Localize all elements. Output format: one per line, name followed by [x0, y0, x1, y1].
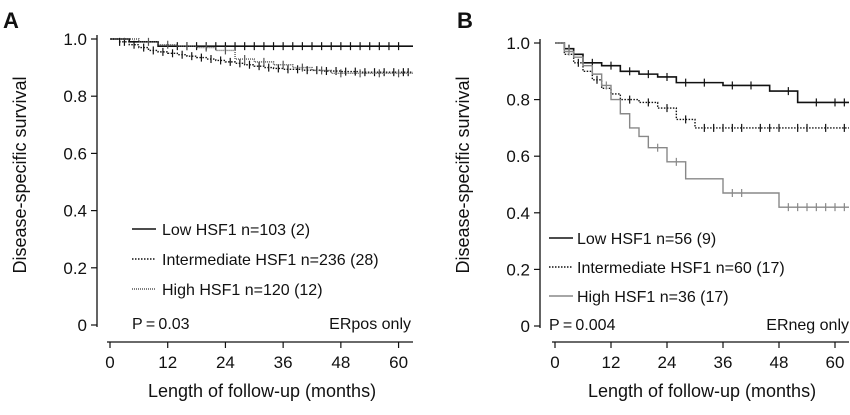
panel-a-xlabel: Length of follow-up (months) [148, 381, 376, 401]
x-tick-label: 24 [216, 353, 235, 372]
y-tick-label: 0.6 [63, 144, 87, 163]
survival-curve-series-1 [555, 42, 849, 129]
y-tick-label: 1.0 [63, 30, 87, 49]
panel-a-legend: Low HSF1 n=103 (2) Intermediate HSF1 n=2… [132, 222, 379, 299]
x-tick-label: 48 [770, 353, 789, 372]
y-tick-label: 0.4 [506, 204, 530, 223]
panel-b-pvalue: P = 0.004 [549, 317, 616, 334]
x-tick-label: 0 [105, 353, 114, 372]
y-tick-label: 1.0 [506, 34, 530, 53]
panel-b-ylabel: Disease-specific survival [453, 76, 473, 273]
y-tick-label: 0.6 [506, 147, 530, 166]
x-tick-label: 0 [550, 353, 559, 372]
panel-b-legend: Low HSF1 n=56 (9) Intermediate HSF1 n=60… [549, 231, 785, 306]
y-tick-label: 0.8 [63, 87, 87, 106]
x-tick-label: 60 [826, 353, 845, 372]
legend-b-label-2: High HSF1 n=36 (17) [577, 289, 729, 306]
panel-b-xlabel: Length of follow-up (months) [588, 381, 816, 401]
y-tick-label: 0.8 [506, 91, 530, 110]
panel-b: B Disease-specific survival Length of fo… [453, 8, 849, 401]
panel-b-letter: B [457, 8, 473, 33]
x-tick-label: 36 [274, 353, 293, 372]
y-tick-label: 0 [521, 317, 530, 336]
legend-a-label-2: High HSF1 n=120 (12) [162, 282, 323, 299]
survival-curve-series-2 [555, 42, 849, 208]
x-tick-label: 24 [658, 353, 677, 372]
panel-a-ylabel: Disease-specific survival [10, 76, 30, 273]
panel-a-letter: A [3, 8, 19, 33]
legend-a-label-1: Intermediate HSF1 n=236 (28) [162, 252, 379, 269]
survival-curve-series-1 [110, 38, 413, 73]
y-tick-label: 0.2 [63, 259, 87, 278]
legend-b-label-1: Intermediate HSF1 n=60 (17) [577, 260, 785, 277]
x-tick-label: 48 [331, 353, 350, 372]
legend-a-label-0: Low HSF1 n=103 (2) [162, 222, 310, 239]
x-tick-label: 12 [158, 353, 177, 372]
y-tick-label: 0 [78, 316, 87, 335]
x-tick-label: 60 [389, 353, 408, 372]
panel-b-subset: ERneg only [766, 317, 849, 334]
survival-curve-series-0 [110, 38, 413, 47]
survival-curve-series-0 [555, 42, 849, 104]
y-tick-label: 0.2 [506, 260, 530, 279]
survival-curve-series-2 [110, 38, 413, 75]
panel-a-pvalue: P = 0.03 [132, 316, 190, 333]
panel-a: A Disease-specific survival Length of fo… [3, 8, 413, 401]
y-tick-label: 0.4 [63, 202, 87, 221]
legend-b-label-0: Low HSF1 n=56 (9) [577, 231, 716, 248]
x-tick-label: 12 [602, 353, 621, 372]
x-tick-label: 36 [714, 353, 733, 372]
panel-a-subset: ERpos only [329, 316, 411, 333]
